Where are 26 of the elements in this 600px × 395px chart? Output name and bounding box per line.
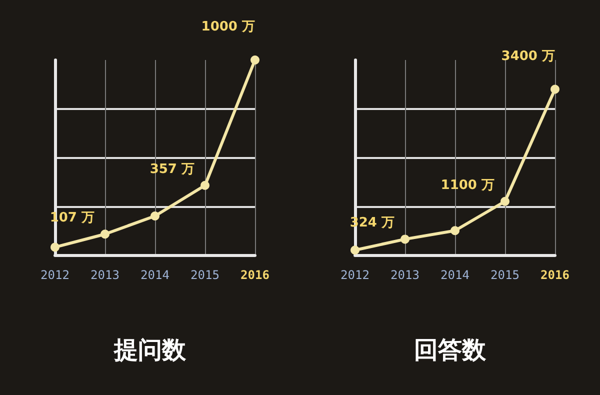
text: 提问数: [113, 336, 187, 364]
x-tick-label: 2014: [140, 268, 170, 282]
point: [150, 212, 160, 220]
x-tick-label: 2012: [40, 268, 70, 282]
x-tick-label: 2013: [390, 268, 420, 282]
x-tick-label: 2013: [90, 268, 120, 282]
x-tick-label: 2015: [490, 268, 520, 282]
text: 回答数: [414, 336, 487, 364]
data-label: 3400 万: [501, 48, 555, 64]
point: [50, 242, 60, 252]
x-tick-label: 2016: [540, 268, 570, 282]
data-label: 1000 万: [201, 20, 255, 34]
data-label: 357 万: [150, 162, 194, 177]
point: [500, 196, 510, 206]
point: [450, 226, 460, 236]
x-tick-label: 2014: [440, 268, 470, 282]
point: [250, 56, 260, 64]
point: [200, 180, 210, 190]
point: [100, 230, 110, 239]
point: [350, 246, 360, 255]
x-tick-label: 2012: [340, 268, 370, 282]
point: [400, 234, 410, 244]
x-tick-label: 2015: [190, 268, 220, 282]
point: [550, 84, 560, 94]
data-label: 1100 万: [440, 178, 494, 193]
x-tick-label: 2016: [240, 268, 270, 282]
